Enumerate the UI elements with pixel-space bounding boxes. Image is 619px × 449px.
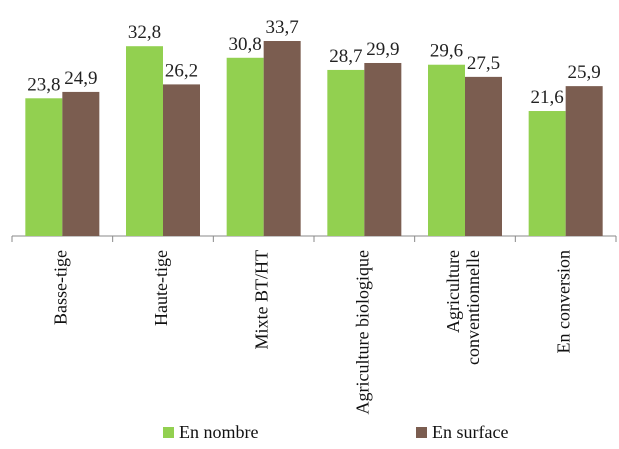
legend-swatch-en-nombre	[163, 427, 174, 438]
legend-swatch-en-surface	[416, 427, 427, 438]
bar-en-surface	[163, 84, 200, 236]
bar-en-surface	[263, 41, 301, 236]
data-label: 27,5	[467, 53, 500, 74]
x-tick-label: Agricultureconventionnelle	[443, 250, 483, 365]
bar-en-surface	[565, 86, 603, 236]
x-tick-label-line: Basse-tige	[50, 250, 70, 325]
x-tick-label-line: Agriculture biologique	[352, 250, 372, 414]
bar-en-surface	[62, 91, 100, 236]
data-label: 26,2	[165, 60, 198, 81]
legend-label-en-surface: En surface	[432, 422, 508, 442]
data-label: 30,8	[229, 34, 262, 55]
x-tick-label: Agriculture biologique	[352, 250, 372, 414]
data-label: 32,8	[128, 22, 161, 43]
bar-en-nombre	[25, 98, 63, 236]
data-label: 25,9	[568, 62, 601, 83]
x-tick-label: En conversion	[554, 250, 574, 353]
x-tick-label: Mixte BT/HT	[252, 250, 272, 350]
bar-en-nombre	[528, 111, 566, 236]
data-label: 21,6	[531, 87, 564, 108]
data-label: 33,7	[266, 17, 299, 38]
x-tick-label: Basse-tige	[50, 250, 70, 325]
x-tick-label-line: En conversion	[554, 250, 574, 353]
data-label: 23,8	[27, 74, 60, 95]
x-tick-label-line: Agriculture	[443, 250, 463, 333]
x-tick-label-line: conventionnelle	[463, 250, 483, 365]
data-label: 29,6	[430, 41, 463, 62]
legend-label-en-nombre: En nombre	[179, 422, 258, 442]
data-label: 24,9	[64, 68, 97, 89]
bar-en-surface	[465, 76, 502, 237]
bar-en-nombre	[428, 64, 465, 237]
x-tick-label-line: Haute-tige	[151, 250, 171, 326]
data-label: 29,9	[366, 39, 399, 60]
x-tick-label-line: Mixte BT/HT	[252, 250, 272, 350]
x-tick-label: Haute-tige	[151, 250, 171, 326]
bar-en-nombre	[327, 69, 365, 236]
data-label: 28,7	[329, 46, 362, 67]
bar-en-surface	[364, 62, 402, 236]
bar-en-nombre	[126, 46, 163, 236]
bar-en-nombre	[226, 57, 264, 237]
